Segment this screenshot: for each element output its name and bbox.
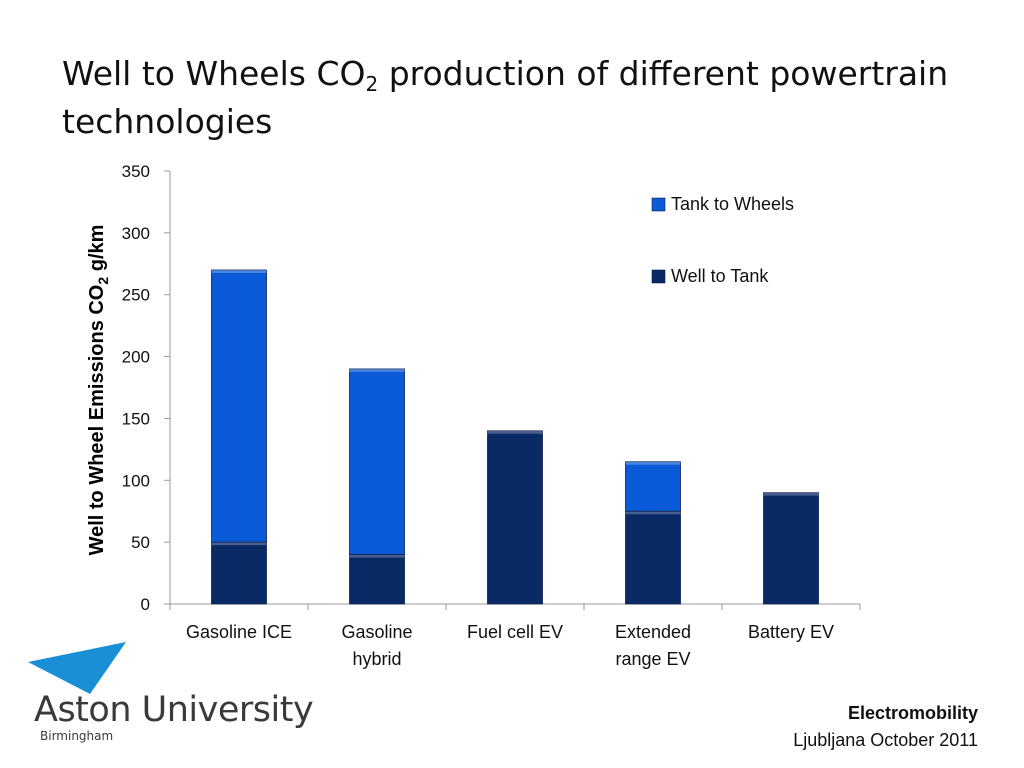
bar-segment-highlight: [211, 542, 267, 546]
y-tick-label: 200: [122, 348, 150, 367]
y-axis-title: Well to Wheel Emissions CO2 g/km: [86, 225, 111, 556]
bar-segment-highlight: [349, 368, 405, 372]
bar-segment: [211, 269, 267, 543]
footer-location-date: Ljubljana October 2011: [793, 730, 978, 750]
y-axis-label-unit: g/km: [86, 225, 108, 277]
bar-segment: [349, 368, 405, 555]
chart-bars: [211, 269, 819, 605]
y-axis-label: Well to Wheel Emissions CO2 g/km: [86, 225, 111, 556]
chart: Well to Wheel Emissions CO2 g/km 0 50 100 1…: [86, 162, 861, 669]
y-axis-label-part: Well to Wheel Emissions CO: [86, 285, 108, 556]
bar-segment: [487, 430, 543, 605]
bar-segment-highlight: [211, 269, 267, 273]
x-category-label: Gasoline: [341, 622, 412, 642]
x-category-label: Gasoline ICE: [186, 622, 292, 642]
x-category-label: hybrid: [352, 649, 401, 669]
y-tick-label: 300: [122, 224, 150, 243]
y-tick-label: 0: [141, 595, 150, 614]
logo-subtitle: Birmingham: [40, 729, 114, 743]
bar-segment-highlight: [625, 511, 681, 515]
y-tick-label: 100: [122, 471, 150, 490]
x-category-label: Battery EV: [748, 622, 834, 642]
bar-segment: [763, 492, 819, 605]
slide-title: Well to Wheels CO2 production of differe…: [62, 54, 949, 141]
legend-label: Well to Tank: [671, 266, 769, 286]
chart-axes: 0 50 100 150 200 250 300 350 Gasoline ICE Gasolin…: [122, 162, 861, 669]
footer-event: Electromobility: [847, 703, 978, 723]
x-category-label: range EV: [615, 649, 690, 669]
y-tick-label: 150: [122, 409, 150, 428]
bar-segment-highlight: [625, 461, 681, 465]
y-tick-label: 50: [131, 533, 150, 552]
bar-segment-highlight: [487, 430, 543, 434]
logo-mark: [28, 642, 126, 694]
legend-label: Tank to Wheels: [671, 194, 794, 214]
bar-segment: [625, 510, 681, 605]
legend-swatch: [651, 269, 666, 284]
chart-legend: Tank to Wheels Well to Tank: [651, 194, 794, 286]
bar-segment-highlight: [349, 554, 405, 558]
x-category-label: Fuel cell EV: [467, 622, 563, 642]
footer: Electromobility Ljubljana October 2011: [793, 700, 978, 754]
bar-segment-highlight: [763, 492, 819, 496]
y-axis-label-subscript: 2: [95, 277, 111, 285]
legend-swatch: [651, 197, 666, 212]
y-tick-label: 350: [122, 162, 150, 181]
bar-segment: [625, 461, 681, 512]
x-category-label: Extended: [615, 622, 691, 642]
bar-segment: [211, 541, 267, 605]
logo-name: Aston University: [34, 690, 314, 730]
bar-segment: [349, 554, 405, 605]
y-tick-label: 250: [122, 286, 150, 305]
